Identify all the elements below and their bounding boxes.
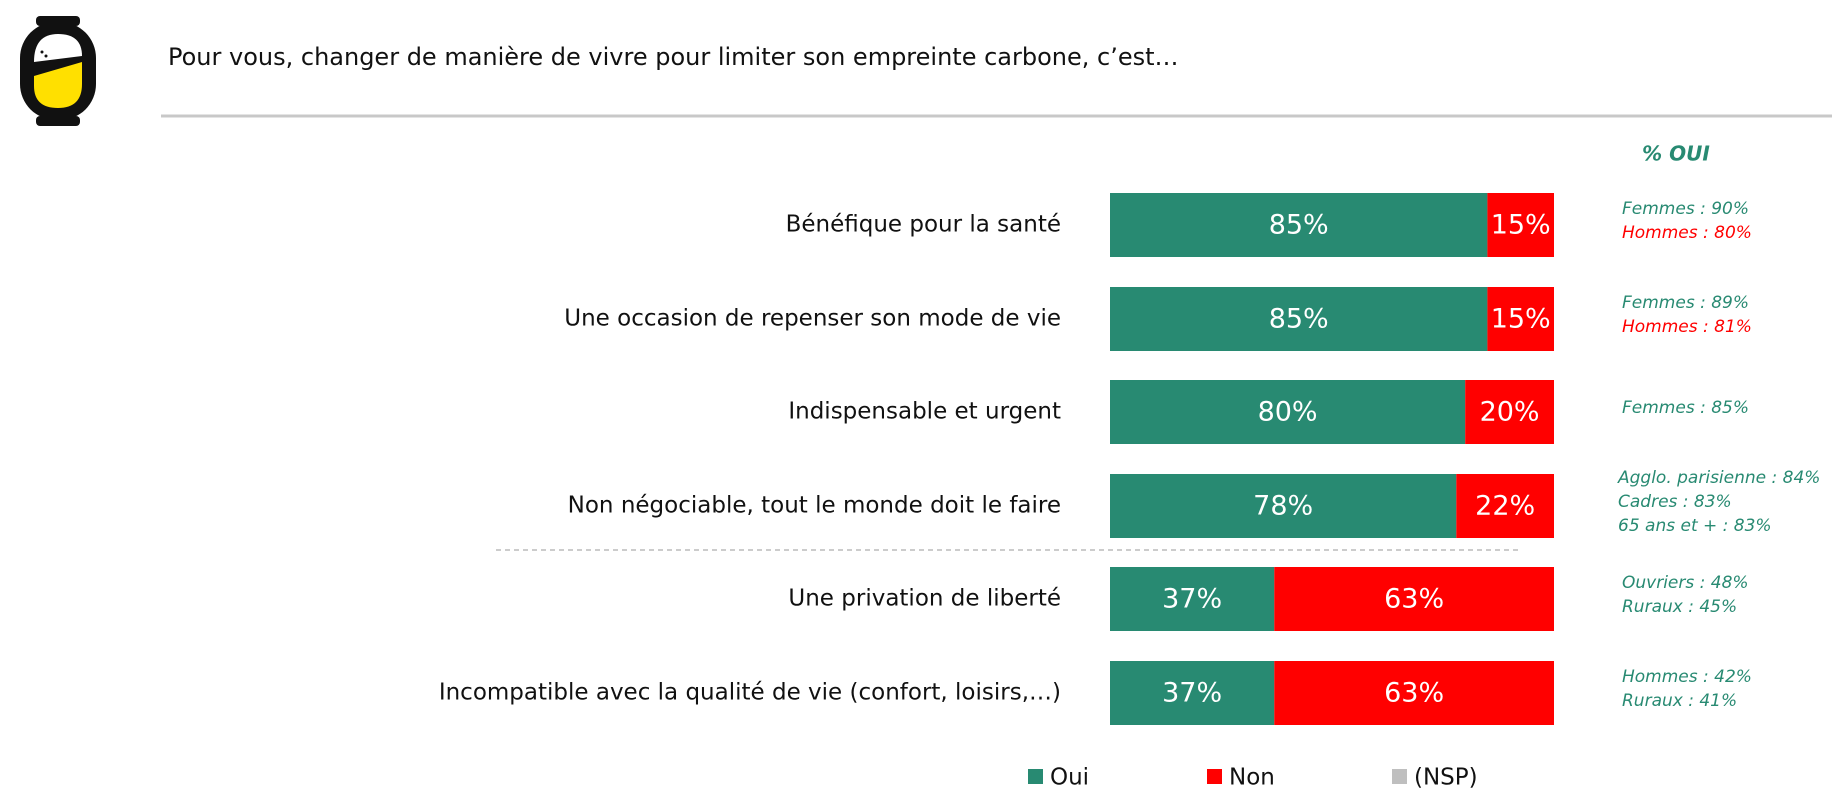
category-label: Une occasion de repenser son mode de vie — [564, 306, 1061, 332]
legend-label: Non — [1229, 765, 1275, 791]
value-label: 85% — [1269, 210, 1329, 241]
value-label: 63% — [1384, 584, 1444, 615]
legend-label: (NSP) — [1414, 765, 1478, 791]
value-label: 78% — [1253, 491, 1313, 522]
value-label: 85% — [1269, 304, 1329, 335]
bar-segment — [1110, 380, 1466, 444]
bar-segment — [1110, 661, 1275, 725]
legend-label: Oui — [1050, 765, 1089, 791]
bar-segment — [1465, 380, 1554, 444]
bar-segment — [1487, 287, 1554, 351]
value-label: 37% — [1162, 584, 1222, 615]
bar-segment — [1110, 567, 1275, 631]
bar-segment — [1110, 193, 1488, 257]
side-note: Hommes : 42% — [1622, 667, 1752, 687]
side-note: Ruraux : 45% — [1622, 597, 1737, 617]
side-note: Hommes : 80% — [1622, 223, 1752, 243]
category-label: Incompatible avec la qualité de vie (con… — [439, 680, 1061, 706]
value-label: 63% — [1384, 678, 1444, 709]
side-note: Cadres : 83% — [1618, 492, 1732, 512]
value-label: 22% — [1475, 491, 1535, 522]
value-label: 15% — [1491, 304, 1551, 335]
side-note: Agglo. parisienne : 84% — [1617, 468, 1820, 488]
value-label: 20% — [1480, 397, 1540, 428]
bar-segment — [1274, 567, 1554, 631]
notes-header: % OUI — [1642, 142, 1710, 166]
side-note: Femmes : 90% — [1622, 199, 1749, 219]
category-label: Indispensable et urgent — [788, 399, 1061, 425]
logo — [20, 16, 96, 126]
bar-segment — [1110, 287, 1488, 351]
bar-segment — [1110, 474, 1457, 538]
side-note: 65 ans et + : 83% — [1618, 516, 1772, 536]
value-label: 15% — [1491, 210, 1551, 241]
bar-segment — [1456, 474, 1554, 538]
chart-title: Pour vous, changer de manière de vivre p… — [168, 43, 1179, 71]
category-label: Une privation de liberté — [788, 586, 1061, 612]
side-note: Ouvriers : 48% — [1622, 573, 1749, 593]
value-label: 37% — [1162, 678, 1222, 709]
side-note: Ruraux : 41% — [1622, 691, 1737, 711]
category-label: Bénéfique pour la santé — [786, 212, 1061, 238]
legend-swatch — [1028, 769, 1043, 784]
legend-swatch — [1207, 769, 1222, 784]
side-note: Femmes : 89% — [1622, 293, 1749, 313]
bar-segment — [1274, 661, 1554, 725]
value-label: 80% — [1258, 397, 1318, 428]
side-note: Hommes : 81% — [1622, 317, 1752, 337]
bar-segment — [1487, 193, 1554, 257]
category-label: Non négociable, tout le monde doit le fa… — [568, 493, 1061, 519]
legend-swatch — [1392, 769, 1407, 784]
side-note: Femmes : 85% — [1622, 398, 1749, 418]
